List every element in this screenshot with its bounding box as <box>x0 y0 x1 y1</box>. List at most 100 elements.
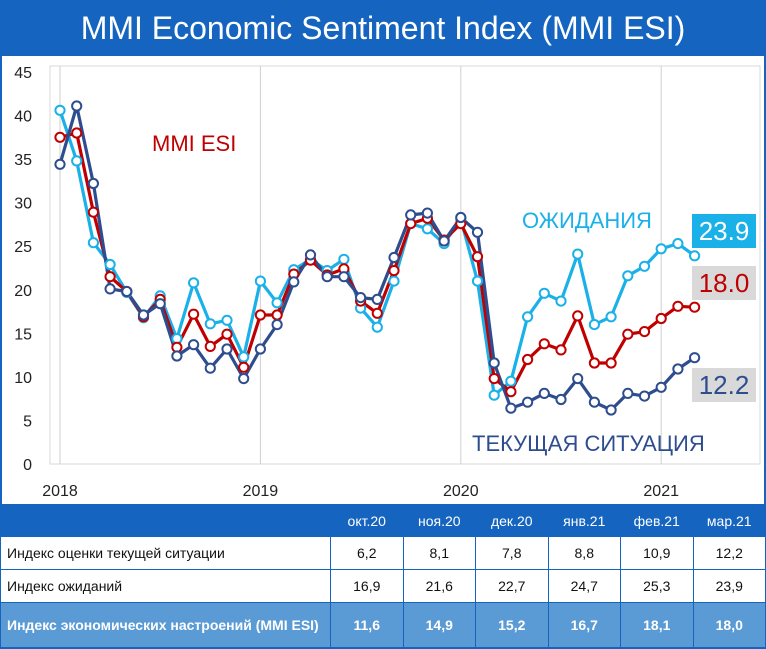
row-label: Индекс оценки текущей ситуации <box>0 536 331 570</box>
data-point <box>471 275 484 287</box>
x-tick-label: 2019 <box>243 483 279 500</box>
plot-border <box>49 65 761 465</box>
data-point <box>638 390 651 402</box>
y-tick-label: 15 <box>14 326 32 343</box>
end-value-label: 18.0 <box>699 268 750 298</box>
end-value-label: 12.2 <box>699 370 750 400</box>
table-cell: 18,1 <box>620 602 694 648</box>
y-tick-label: 25 <box>14 239 32 256</box>
data-point <box>605 404 617 416</box>
y-tick-label: 5 <box>23 413 32 430</box>
table-row-esi: Индекс экономических настроений (MMI ESI… <box>0 602 766 648</box>
data-point <box>522 396 534 408</box>
data-point <box>355 292 367 304</box>
data-point <box>171 350 183 362</box>
table-cell: 11,6 <box>330 602 404 648</box>
table-cell: 12,2 <box>692 536 766 570</box>
data-point <box>238 361 250 373</box>
data-point <box>421 207 433 219</box>
data-point <box>505 386 517 398</box>
column-header: янв.21 <box>547 504 621 537</box>
data-point <box>672 363 684 375</box>
x-tick-label: 2020 <box>443 483 479 500</box>
data-point <box>488 389 500 401</box>
data-point <box>254 275 266 287</box>
data-point <box>538 338 550 350</box>
table-row: Индекс оценки текущей ситуации 6,2 8,1 7… <box>0 536 766 570</box>
data-point <box>188 339 200 351</box>
series-label: ТЕКУЩАЯ СИТУАЦИЯ <box>472 431 705 456</box>
header-empty-cell <box>0 504 331 537</box>
x-tick-label: 2018 <box>42 483 78 500</box>
row-label: Индекс ожиданий <box>0 569 331 603</box>
end-value-box <box>692 214 756 248</box>
line-chart: 2018 2019 2020 2021 0 5 10 15 20 25 30 35 40 45 ОЖИДАН… <box>14 65 761 500</box>
data-point <box>121 285 133 298</box>
end-value-label: 23.9 <box>699 216 750 246</box>
data-point <box>388 275 400 287</box>
table-cell: 23,9 <box>692 569 766 603</box>
table-cell: 7,8 <box>475 536 549 570</box>
data-point <box>54 104 66 116</box>
data-point <box>188 277 200 289</box>
data-point <box>689 301 701 313</box>
data-point <box>572 248 584 260</box>
data-point <box>655 381 667 393</box>
data-point <box>188 308 200 320</box>
data-point <box>54 131 66 143</box>
data-point <box>488 373 500 385</box>
x-tick-label: 2021 <box>643 483 679 500</box>
data-point <box>304 249 317 261</box>
column-header: окт.20 <box>330 504 404 537</box>
table-cell: 8,8 <box>547 536 621 570</box>
data-point <box>271 319 283 331</box>
table-row: Индекс ожиданий 16,9 21,6 22,7 24,7 25,3… <box>0 569 766 603</box>
data-point <box>655 243 667 255</box>
data-point <box>488 357 500 369</box>
data-point <box>204 340 216 352</box>
data-point <box>87 237 100 249</box>
data-point <box>371 307 383 319</box>
data-point <box>271 309 283 321</box>
data-point <box>689 352 701 364</box>
data-point <box>371 321 383 333</box>
column-header: ноя.20 <box>402 504 476 537</box>
data-point <box>572 373 584 385</box>
data-point <box>338 271 350 283</box>
data-point <box>87 206 100 218</box>
column-header: дек.20 <box>475 504 549 537</box>
data-point <box>221 314 233 326</box>
data-point <box>104 271 116 283</box>
data-point <box>71 100 83 112</box>
chart-title: MMI Economic Sentiment Index (MMI ESI) <box>80 9 686 46</box>
data-point <box>254 309 266 321</box>
data-point <box>388 265 400 277</box>
data-point <box>638 326 651 338</box>
data-point <box>622 387 634 399</box>
data-point <box>505 402 517 414</box>
data-point <box>238 373 250 385</box>
data-point <box>87 177 100 190</box>
series-line <box>59 131 695 394</box>
table-cell: 25,3 <box>620 569 694 603</box>
y-tick-label: 10 <box>14 370 32 387</box>
data-point <box>505 375 517 387</box>
data-point <box>271 297 283 309</box>
table-cell: 8,1 <box>402 536 476 570</box>
data-point <box>555 295 567 307</box>
table-cell: 6,2 <box>330 536 404 570</box>
table-cell: 16,9 <box>330 569 404 603</box>
data-point <box>689 250 701 262</box>
data-point <box>605 357 617 369</box>
column-header: фев.21 <box>620 504 694 537</box>
data-point <box>555 393 567 406</box>
y-tick-label: 40 <box>14 109 32 126</box>
row-label: Индекс экономических настроений (MMI ESI… <box>0 602 331 648</box>
data-point <box>672 300 684 312</box>
table-cell: 18,0 <box>692 602 766 648</box>
table-cell: 10,9 <box>620 536 694 570</box>
data-point <box>555 344 567 356</box>
table-header-row: окт.20 ноя.20 дек.20 янв.21 фев.21 мар.2… <box>0 504 766 537</box>
table-cell: 14,9 <box>402 602 476 648</box>
data-point <box>338 253 350 265</box>
